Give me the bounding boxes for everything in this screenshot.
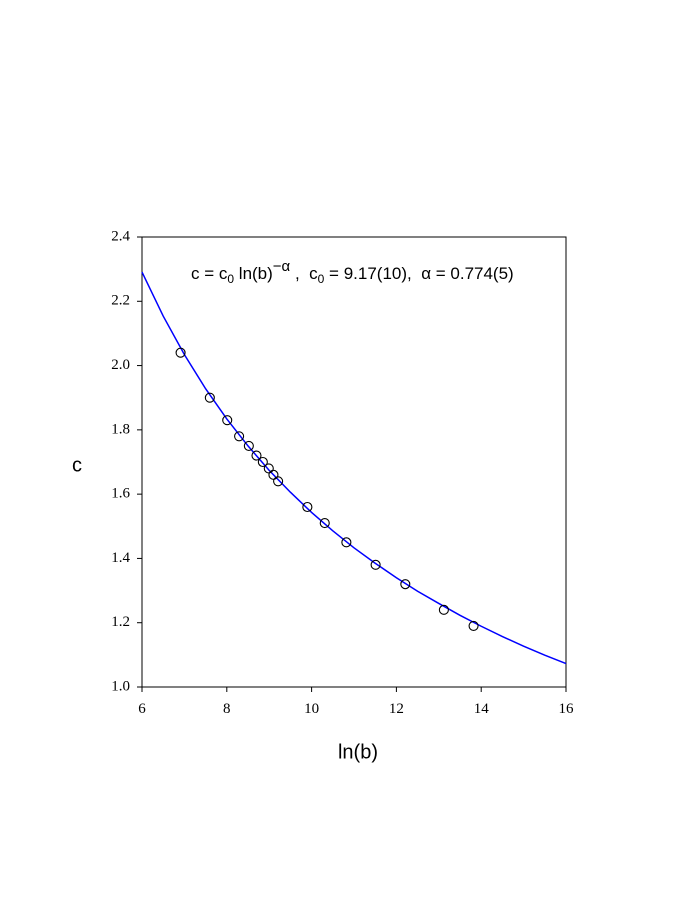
plot-frame	[141, 236, 567, 688]
x-tick-label: 8	[223, 701, 231, 717]
data-point	[400, 579, 411, 590]
data-point	[263, 463, 274, 474]
x-tick-label: 12	[389, 701, 404, 717]
y-tick-label: 2.0	[111, 357, 130, 373]
data-point	[222, 415, 233, 426]
data-point	[341, 537, 352, 548]
data-point	[204, 392, 215, 403]
data-point	[273, 476, 284, 487]
annotation-part: = 9.17(10), α = 0.774(5)	[324, 264, 513, 283]
fit-line	[141, 271, 567, 665]
data-point	[370, 559, 381, 570]
annotation-superscript: −α	[273, 258, 291, 275]
annotation-part: c = c	[191, 264, 228, 283]
y-tick-label: 1.4	[111, 550, 130, 566]
data-point	[319, 518, 330, 529]
x-tick-label: 10	[304, 701, 319, 717]
data-point	[175, 347, 186, 358]
y-tick-label: 1.0	[111, 678, 130, 694]
data-point	[302, 501, 313, 513]
y-tick-label: 2.4	[111, 228, 130, 244]
y-axis-label: c	[72, 454, 82, 476]
x-tick-label: 16	[559, 701, 575, 717]
annotation: c = c0 ln(b)−α , c0 = 9.17(10), α = 0.77…	[191, 258, 514, 286]
x-axis-label: ln(b)	[338, 741, 378, 763]
annotation-subscript: 0	[318, 272, 325, 286]
annotation-part: ln(b)	[234, 264, 273, 283]
data-point	[257, 456, 268, 468]
data-point	[251, 450, 262, 461]
y-tick-label: 2.2	[111, 293, 130, 309]
data-point	[234, 431, 245, 442]
data-point	[468, 620, 479, 631]
data-point	[243, 440, 254, 451]
data-point	[438, 604, 449, 615]
annotation-part: , c	[290, 264, 318, 283]
y-tick-label: 1.2	[111, 614, 130, 630]
x-tick-label: 6	[138, 701, 146, 717]
y-tick-label: 1.8	[111, 421, 130, 437]
x-tick-label: 14	[474, 701, 490, 717]
y-tick-label: 1.6	[111, 486, 130, 502]
annotation-subscript: 0	[227, 272, 234, 286]
